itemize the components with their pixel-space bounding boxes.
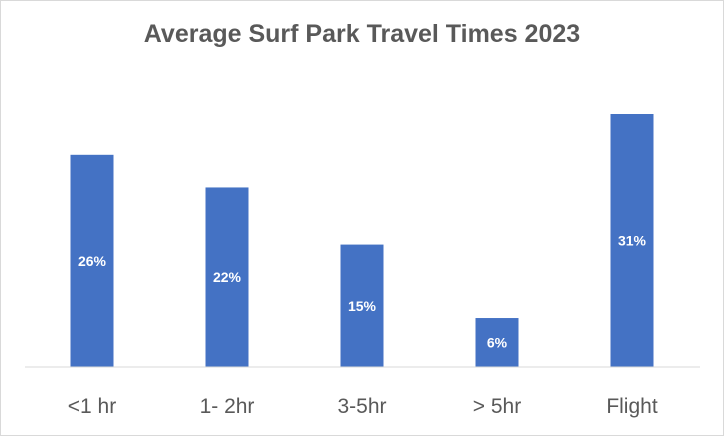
x-tick-label: > 5hr — [473, 395, 521, 418]
bar-4 — [610, 114, 654, 367]
data-label: 26% — [78, 253, 107, 269]
x-tick-label: 3-5hr — [337, 395, 386, 418]
bar-0 — [70, 154, 114, 367]
bar-2 — [340, 244, 384, 367]
data-label: 31% — [618, 233, 647, 249]
bar-3 — [475, 318, 519, 367]
bar-1 — [205, 187, 249, 367]
data-label: 22% — [213, 269, 242, 285]
x-tick-label: <1 hr — [68, 395, 116, 418]
x-tick-label: 1- 2hr — [200, 395, 255, 418]
data-label: 15% — [348, 298, 377, 314]
data-label: 6% — [487, 335, 508, 351]
chart-title: Average Surf Park Travel Times 2023 — [143, 20, 581, 48]
x-tick-label: Flight — [606, 395, 658, 418]
